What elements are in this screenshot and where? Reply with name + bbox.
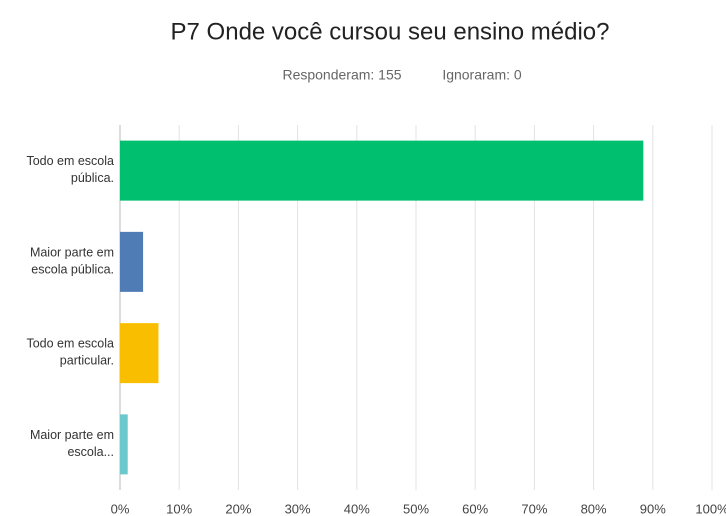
x-tick-label: 50%	[403, 501, 429, 516]
y-tick-label: Maior parte em escola pública.	[30, 246, 114, 277]
chart-title: P7 Onde você cursou seu ensino médio?	[171, 18, 610, 45]
y-tick-label-line: Todo em escola	[26, 337, 114, 351]
y-tick-label: Todo em escola particular.	[26, 337, 114, 368]
bar	[120, 231, 144, 292]
x-tick-label: 60%	[462, 501, 488, 516]
y-tick-label: Maior parte em escola...	[30, 428, 114, 459]
y-tick-label-line: Maior parte em	[30, 246, 114, 260]
bar	[120, 140, 644, 201]
skipped-count: Ignoraram: 0	[442, 67, 522, 83]
y-tick-label-line: Todo em escola	[26, 154, 114, 168]
x-tick-label: 0%	[111, 501, 130, 516]
bar	[120, 414, 128, 475]
y-tick-label-line: particular.	[60, 354, 114, 368]
answered-count: Responderam: 155	[282, 67, 401, 83]
x-tick-label: 100%	[695, 501, 726, 516]
y-tick-label-line: Maior parte em	[30, 428, 114, 442]
x-tick-label: 20%	[225, 501, 251, 516]
x-tick-label: 30%	[285, 501, 311, 516]
x-tick-label: 90%	[640, 501, 666, 516]
x-tick-label: 70%	[521, 501, 547, 516]
x-tick-label: 80%	[581, 501, 607, 516]
y-tick-label-line: pública.	[71, 171, 114, 185]
y-tick-label: Todo em escola pública.	[26, 154, 114, 185]
bar	[120, 323, 159, 384]
y-tick-label-line: escola pública.	[31, 263, 114, 277]
y-tick-label-line: escola...	[67, 445, 114, 459]
x-tick-label: 40%	[344, 501, 370, 516]
x-tick-label: 10%	[166, 501, 192, 516]
